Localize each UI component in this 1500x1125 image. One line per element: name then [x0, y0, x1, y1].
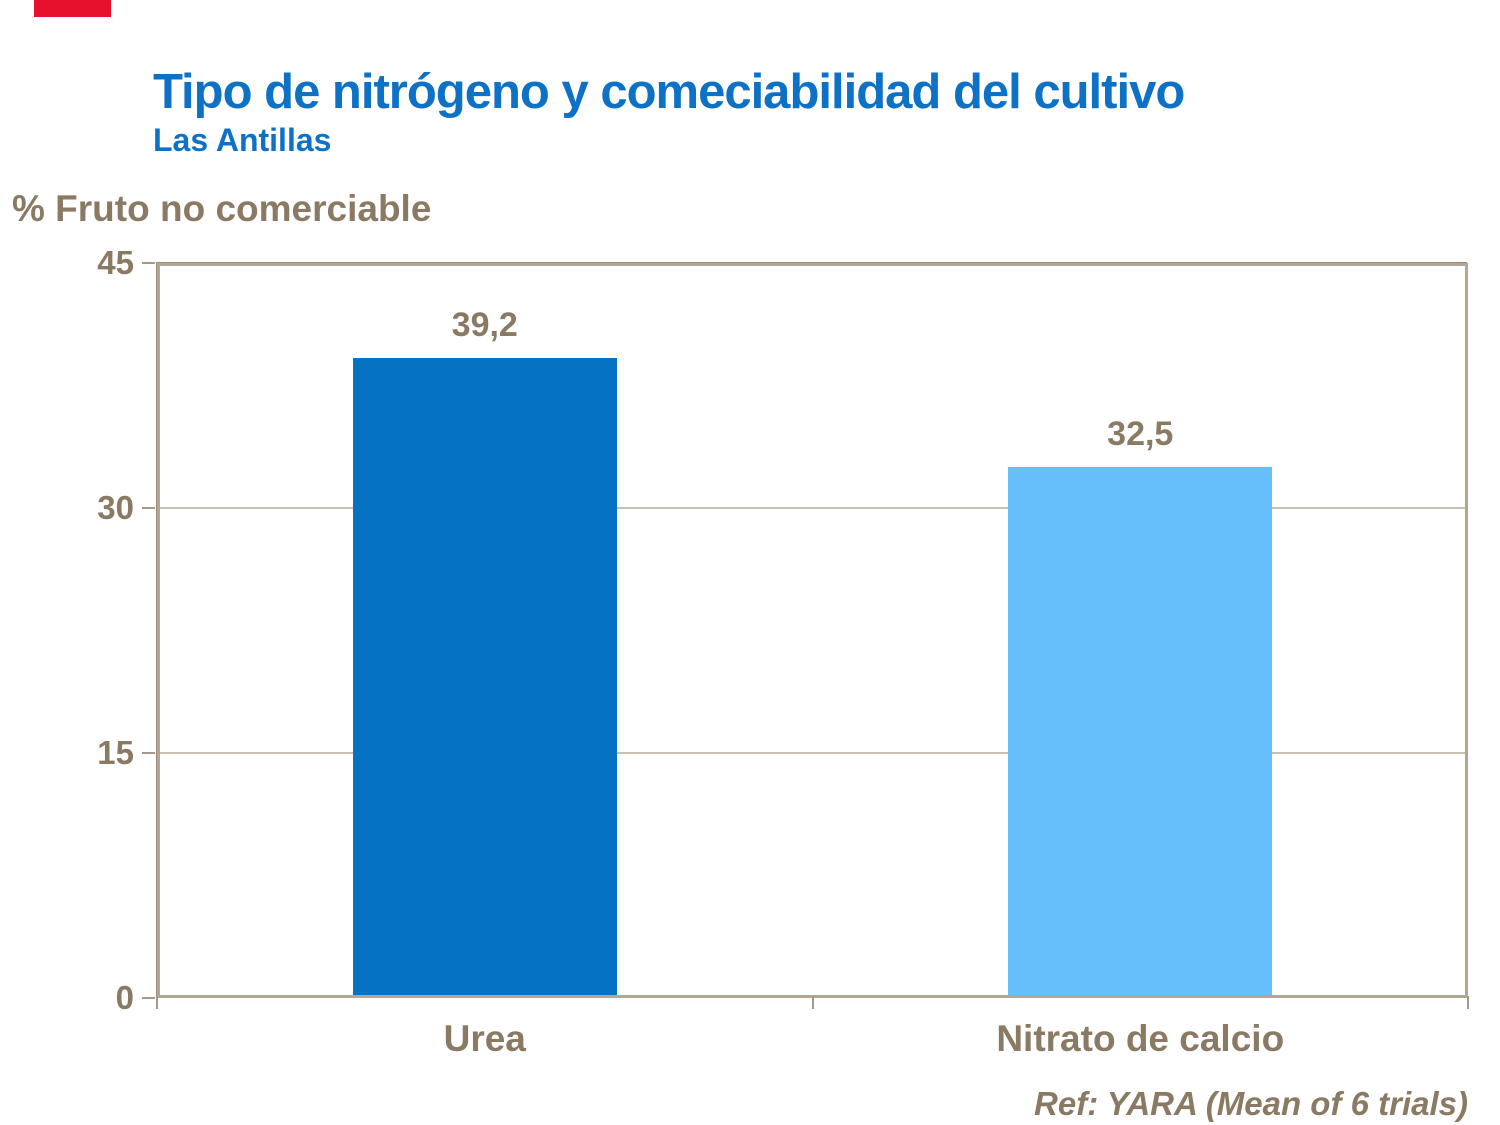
y-tick-mark: [142, 752, 155, 754]
bar-value-label: 32,5: [1107, 415, 1174, 454]
y-axis-title: % Fruto no comerciable: [12, 188, 432, 229]
x-axis-tick: [811, 996, 814, 1009]
y-tick-mark: [142, 262, 155, 264]
gridline: [160, 752, 1465, 754]
y-tick-mark: [142, 997, 155, 999]
y-tick-label: 0: [115, 979, 134, 1016]
red-corner-marker: [34, 0, 111, 17]
x-category-label-urea: Urea: [443, 1018, 526, 1059]
y-tick-label: 15: [97, 734, 134, 771]
y-tick-label: 30: [97, 489, 134, 526]
bar-urea: [352, 357, 617, 995]
reference-note: Ref: YARA (Mean of 6 trials): [1034, 1085, 1468, 1122]
slide-title: Tipo de nitrógeno y comeciabilidad del c…: [153, 65, 1185, 119]
x-axis-tick: [156, 996, 158, 1009]
plot-area: [157, 263, 1468, 998]
slide-subtitle: Las Antillas: [153, 122, 332, 158]
y-tick-label: 45: [97, 244, 134, 281]
gridline: [160, 507, 1465, 509]
bar-nitrato-de-calcio: [1008, 467, 1273, 995]
x-axis-tick: [1467, 996, 1469, 1009]
y-tick-mark: [142, 507, 155, 509]
x-category-label-nitrato-de-calcio: Nitrato de calcio: [996, 1018, 1285, 1059]
bar-value-label: 39,2: [451, 305, 518, 344]
